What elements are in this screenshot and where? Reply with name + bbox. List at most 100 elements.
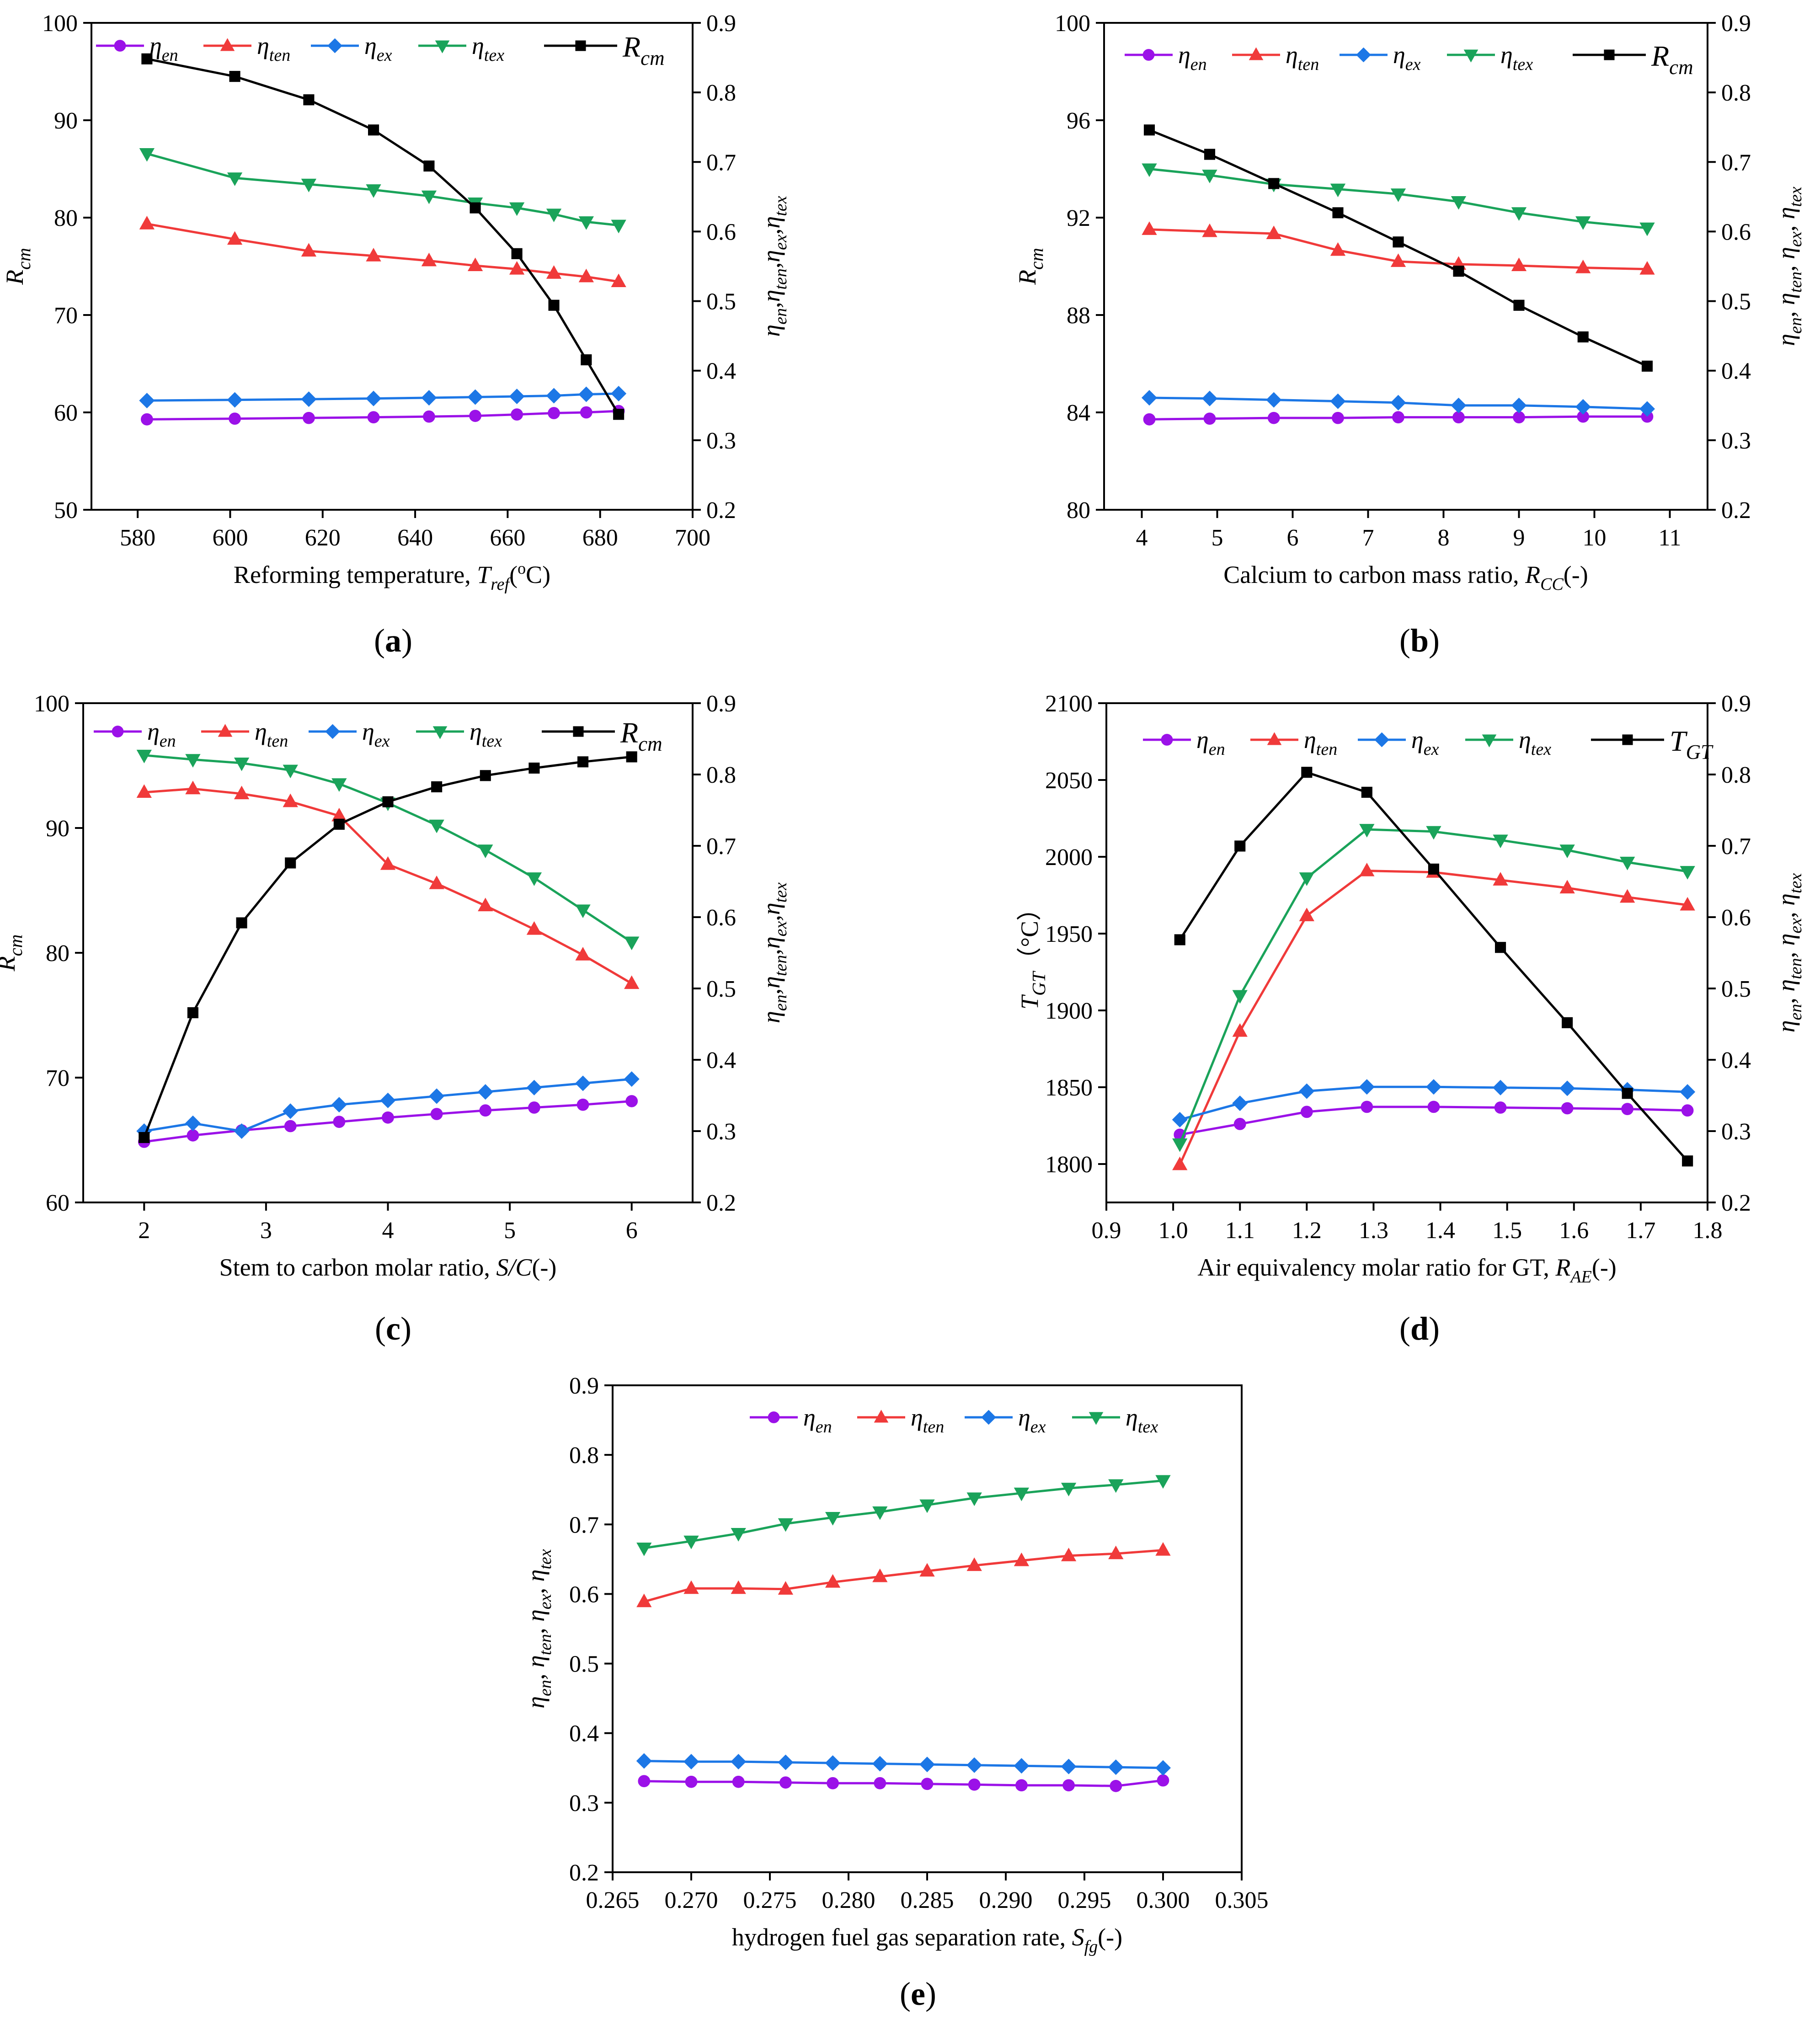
data-point-eta_en: [1110, 1779, 1122, 1792]
data-point-eta_ex: [1639, 401, 1655, 417]
y-axis-label-right: ηen​, ηten​, ηex​, ηtex​: [1772, 187, 1805, 346]
data-point-eta_ex: [1172, 1112, 1188, 1128]
data-point-eta_ten: [1172, 1156, 1188, 1170]
data-point-eta_en: [1203, 412, 1216, 425]
data-point-eta_tex: [778, 1518, 794, 1532]
data-point-eta_tex: [283, 764, 298, 779]
data-point-eta_ten: [283, 793, 298, 807]
data-point-eta_ex: [1232, 1095, 1248, 1111]
x-tick-label: 1.5: [1492, 1218, 1522, 1244]
legend-marker-eta_ex: [1374, 732, 1389, 748]
data-point-eta_ex: [825, 1755, 841, 1771]
y-tick-label-left: 96: [1067, 108, 1090, 134]
data-point-eta_en: [1681, 1104, 1694, 1117]
x-tick-label: 680: [582, 525, 618, 551]
panel-label-e: (e): [900, 1976, 936, 2012]
data-point-eta_ten: [136, 784, 152, 798]
data-point-eta_ex: [366, 390, 382, 406]
panel-label-c: (c): [375, 1310, 411, 1347]
data-point-eta_ten: [380, 856, 396, 870]
y-tick-label-right: 0.6: [706, 219, 736, 245]
data-point-R_cm: [1204, 149, 1216, 160]
y-tick-label-left: 1850: [1045, 1075, 1093, 1101]
y-tick-label-right: 0.3: [706, 428, 736, 454]
data-point-eta_tex: [611, 219, 626, 234]
y-axis-label-right: ηen​,ηten​,ηex​,ηtex​: [758, 882, 790, 1023]
y-tick-label-left: 92: [1067, 205, 1090, 231]
data-point-eta_ex: [575, 1075, 591, 1091]
data-point-R_cm: [139, 1132, 150, 1143]
data-point-eta_ex: [429, 1088, 445, 1104]
legend-marker-R_cm: [573, 726, 584, 737]
x-tick-label: 700: [675, 525, 710, 551]
data-point-eta_ex: [1014, 1758, 1030, 1774]
legend-marker-eta_ex: [325, 724, 340, 739]
data-point-eta_ten: [478, 897, 493, 912]
legend: ηen​ ηten​ ηex​ ηtex​ Rcm​: [96, 31, 665, 69]
legend-label-eta_tex: ηtex​: [1500, 41, 1533, 74]
data-point-eta_ten: [1266, 225, 1281, 240]
data-point-eta_ten: [1359, 862, 1375, 876]
data-point-eta_en: [1452, 411, 1465, 424]
y-tick-label-right: 0.9: [706, 691, 736, 717]
data-point-eta_ten: [526, 921, 542, 935]
x-axis-label: Stem to carbon molar ratio, S/C(-): [219, 1254, 557, 1281]
data-point-eta_ten: [1330, 242, 1346, 256]
data-point-eta_en: [430, 1108, 443, 1120]
data-point-eta_en: [1332, 411, 1344, 424]
data-point-eta_ex: [1266, 392, 1282, 408]
data-point-eta_en: [479, 1104, 492, 1117]
y-tick-label-right: 0.9: [706, 11, 736, 37]
data-point-eta_tex: [185, 754, 201, 768]
data-point-eta_en: [1561, 1102, 1574, 1115]
data-point-eta_ten: [1390, 253, 1406, 267]
x-tick-label: 1.4: [1425, 1218, 1455, 1244]
data-point-eta_en: [1267, 411, 1280, 424]
data-point-eta_ten: [1061, 1548, 1077, 1561]
legend-marker-eta_tex: [432, 726, 448, 739]
data-point-R_cm: [480, 770, 491, 781]
legend-marker-eta_tex: [1463, 49, 1478, 63]
data-point-eta_en: [284, 1120, 297, 1132]
x-tick-label: 9: [1513, 525, 1525, 551]
data-point-eta_ex: [1141, 390, 1158, 406]
data-point-eta_en: [1233, 1118, 1246, 1130]
data-point-eta_ten: [578, 268, 594, 283]
series-line-eta_tex: [146, 152, 619, 227]
data-point-eta_ex: [1061, 1758, 1077, 1774]
data-point-eta_tex: [578, 216, 594, 230]
x-tick-label: 0.270: [665, 1887, 718, 1913]
x-tick-label: 1.8: [1693, 1218, 1723, 1244]
y-tick-label-right: 0.2: [1721, 1190, 1751, 1216]
legend-label-eta_ten: ηten​: [257, 32, 290, 65]
legend-marker-eta_ten: [220, 38, 235, 51]
legend: ηen​ ηten​ ηex​ ηtex​ TGT​: [1143, 725, 1713, 764]
data-point-eta_en: [303, 411, 315, 424]
data-point-eta_tex: [1620, 856, 1635, 871]
legend-marker-eta_ten: [1249, 47, 1264, 60]
y-tick-label-left: 0.2: [569, 1860, 599, 1886]
y-axis-label-left: Rcm​: [1014, 248, 1047, 285]
y-tick-label-left: 70: [54, 303, 78, 329]
y-tick-label-left: 0.6: [569, 1581, 599, 1608]
data-point-eta_tex: [1493, 834, 1508, 849]
data-point-eta_tex: [234, 757, 250, 771]
data-point-eta_ten: [1511, 257, 1527, 272]
data-point-eta_tex: [331, 778, 347, 792]
data-point-eta_tex: [1172, 1138, 1188, 1152]
data-point-eta_tex: [683, 1535, 699, 1549]
data-point-R_cm: [1453, 266, 1464, 277]
data-point-eta_tex: [624, 936, 640, 951]
y-tick-label-right: 0.6: [1721, 905, 1751, 931]
panel-letter: c: [386, 1310, 400, 1347]
data-point-eta_en: [229, 412, 241, 425]
legend-label-eta_en: ηen​: [1196, 726, 1225, 759]
legend-label-eta_en: ηen​: [147, 718, 176, 751]
x-tick-label: 600: [212, 525, 248, 551]
data-point-eta_en: [1392, 411, 1404, 424]
legend-marker-eta_ten: [1267, 732, 1282, 745]
y-tick-label-left: 80: [1067, 497, 1090, 523]
legend-label-eta_ex: ηex​: [364, 32, 392, 65]
chart-b: 4 5 6 7 8 9 10 11 80 84 88 92 96 100 0.2 0.3 0.4 0.5 0.6 0.…: [1014, 11, 1805, 594]
data-point-eta_ten: [919, 1563, 935, 1577]
